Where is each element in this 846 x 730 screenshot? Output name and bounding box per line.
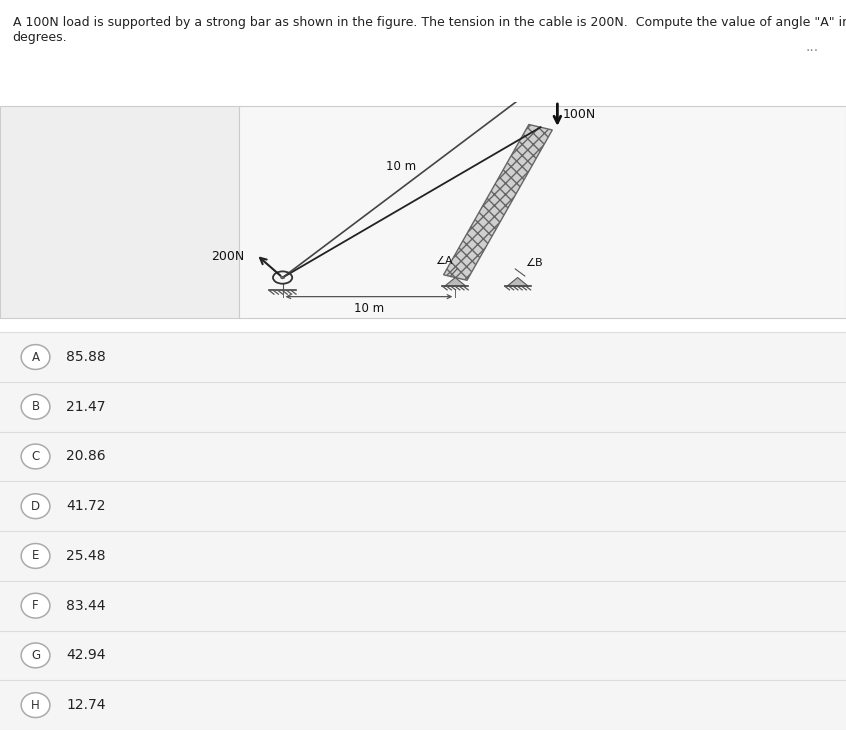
Text: H: H <box>31 699 40 712</box>
Text: 200N: 200N <box>211 250 244 263</box>
Text: 20.86: 20.86 <box>66 450 106 464</box>
Polygon shape <box>443 125 552 280</box>
Text: C: C <box>31 450 40 463</box>
Text: A 100N load is supported by a strong bar as shown in the figure. The tension in : A 100N load is supported by a strong bar… <box>13 16 846 44</box>
Text: 85.88: 85.88 <box>66 350 106 364</box>
Polygon shape <box>507 277 528 286</box>
Text: ∠A: ∠A <box>435 256 453 266</box>
Polygon shape <box>445 277 466 286</box>
Text: 100N: 100N <box>563 109 596 121</box>
Text: E: E <box>32 550 39 562</box>
Text: 10 m: 10 m <box>354 302 384 315</box>
Text: 25.48: 25.48 <box>66 549 106 563</box>
Circle shape <box>281 277 284 279</box>
Text: F: F <box>32 599 39 612</box>
Text: 42.94: 42.94 <box>66 648 106 662</box>
Text: 83.44: 83.44 <box>66 599 106 612</box>
Text: 12.74: 12.74 <box>66 698 106 712</box>
Text: D: D <box>31 500 40 512</box>
Text: 21.47: 21.47 <box>66 400 106 414</box>
Text: A: A <box>31 350 40 364</box>
Text: G: G <box>31 649 40 662</box>
Text: ∠B: ∠B <box>525 258 542 269</box>
Text: 10 m: 10 m <box>386 160 416 173</box>
Text: ...: ... <box>805 40 819 54</box>
Text: B: B <box>31 400 40 413</box>
Text: 41.72: 41.72 <box>66 499 106 513</box>
